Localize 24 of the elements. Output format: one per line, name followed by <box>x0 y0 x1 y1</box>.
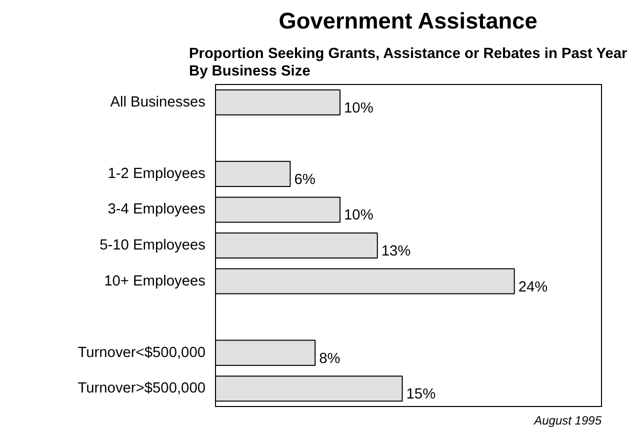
data-label: 15% <box>406 386 436 403</box>
bar <box>216 196 341 223</box>
y-tick-label: Turnover<$500,000 <box>78 344 206 361</box>
bar <box>216 340 316 366</box>
bar <box>216 268 515 294</box>
bar <box>216 232 378 259</box>
data-label: 8% <box>319 350 340 367</box>
chart-subtitle: Proportion Seeking Grants, Assistance or Rebates in Past Year By Business Size <box>188 46 628 80</box>
bar <box>216 376 403 402</box>
y-tick-label: Turnover>$500,000 <box>78 380 206 397</box>
text: August 1995 <box>533 414 602 428</box>
data-label: 13% <box>381 244 411 260</box>
y-tick-label: All Businesses <box>110 94 206 110</box>
data-label: 24% <box>518 279 548 296</box>
y-tick-label: 10+ Employees <box>104 273 206 290</box>
chart-title: Government Assistance <box>278 8 538 34</box>
data-label: 10% <box>344 100 374 116</box>
data-label: 6% <box>294 172 316 188</box>
data-label: 10% <box>344 208 374 224</box>
bar <box>216 160 291 187</box>
y-tick-label: 3-4 Employees <box>108 202 206 218</box>
bar <box>216 89 341 116</box>
y-tick-label: 1-2 Employees <box>108 166 206 182</box>
y-tick-label: 5-10 Employees <box>100 238 206 254</box>
